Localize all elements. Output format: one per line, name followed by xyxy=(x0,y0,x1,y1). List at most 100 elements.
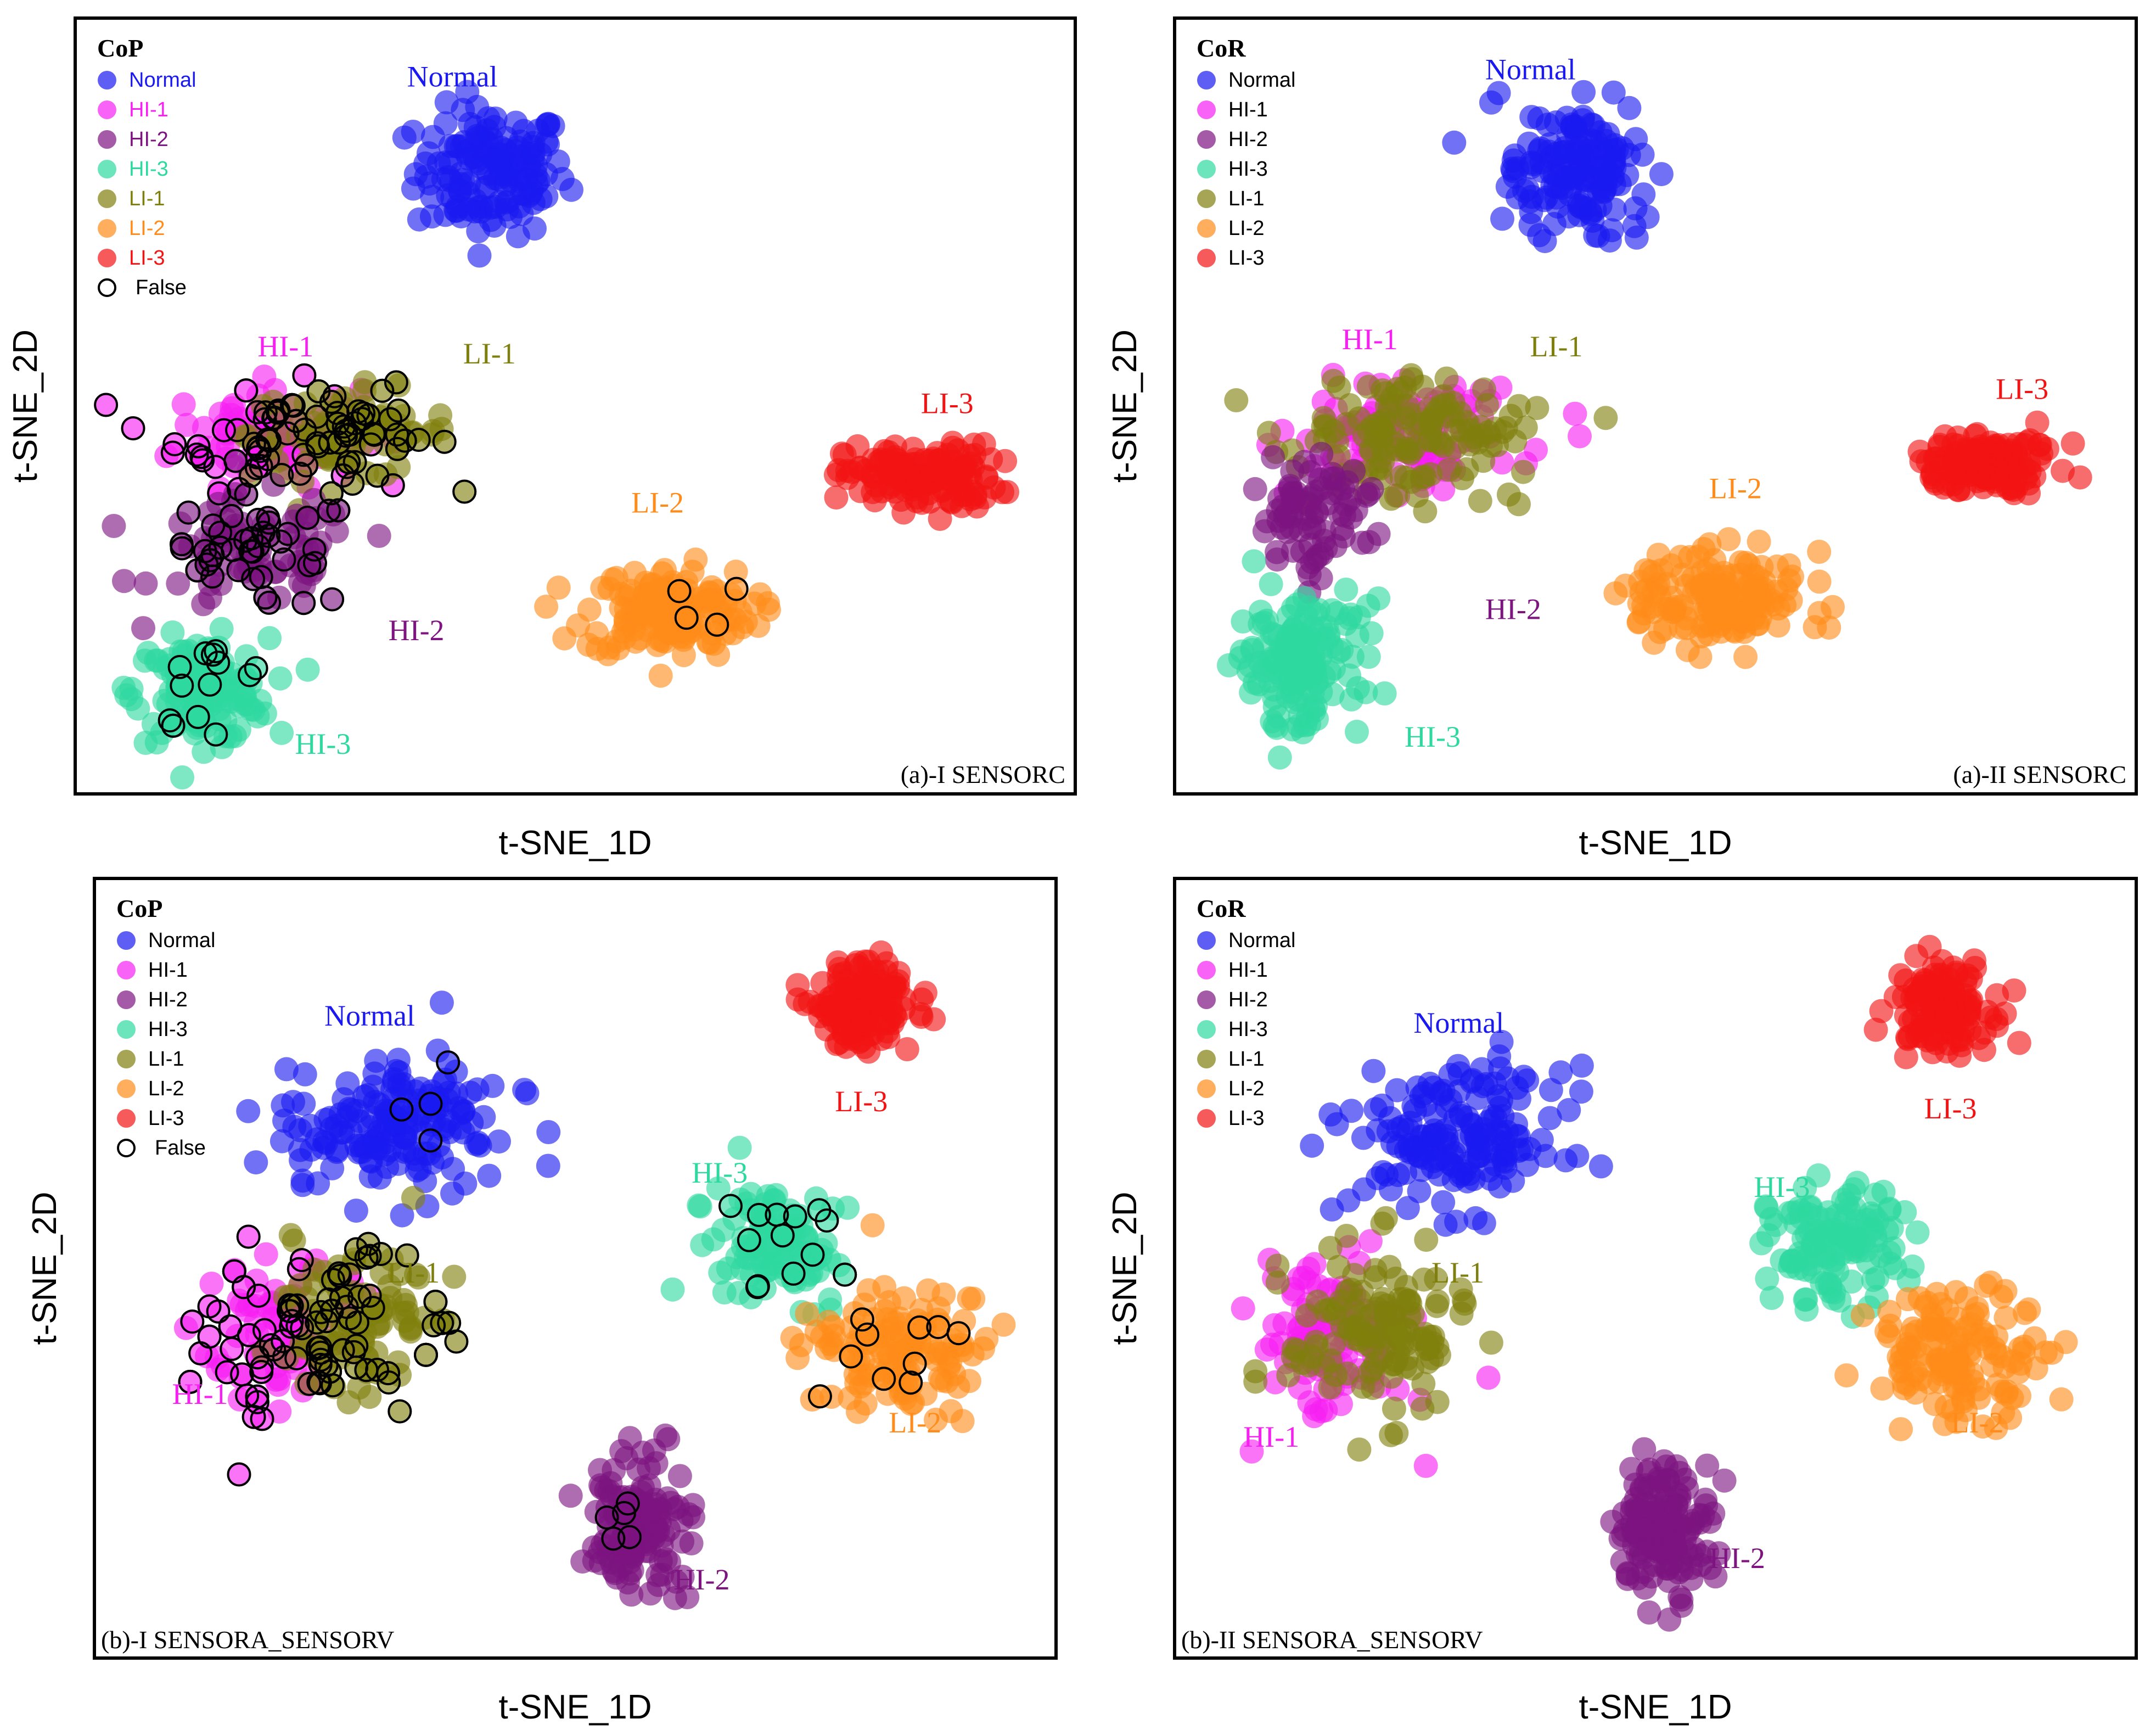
point-li-1 xyxy=(1224,388,1249,412)
false-markers xyxy=(178,1050,971,1551)
point-normal xyxy=(274,1057,299,1082)
cluster-label-hi-1: HI-1 xyxy=(1342,323,1398,356)
point-normal xyxy=(1547,153,1572,177)
false-marker xyxy=(926,1315,951,1340)
point-li-2 xyxy=(1964,1296,1989,1320)
legend-entry-normal: Normal xyxy=(1197,69,1295,92)
point-li-3 xyxy=(848,479,873,503)
point-hi-3 xyxy=(158,679,183,704)
point-normal xyxy=(1649,162,1674,187)
point-normal xyxy=(1554,105,1579,130)
false-marker xyxy=(288,461,312,486)
point-li-2 xyxy=(1707,614,1732,639)
point-li-2 xyxy=(1697,532,1722,557)
legend-entry-hi-2: HI-2 xyxy=(98,128,169,151)
point-hi-2 xyxy=(603,1561,627,1586)
point-hi-3 xyxy=(727,1135,752,1160)
point-hi-3 xyxy=(248,688,272,713)
point-li-3 xyxy=(990,480,1014,505)
point-li-2 xyxy=(1734,551,1759,575)
point-hi-3 xyxy=(690,1233,715,1257)
point-hi-3 xyxy=(1856,1250,1880,1275)
point-normal xyxy=(1366,1118,1390,1143)
point-li-3 xyxy=(957,444,981,468)
false-marker xyxy=(594,1505,619,1530)
false-marker xyxy=(418,1128,443,1153)
false-marker xyxy=(161,713,186,738)
point-li-1 xyxy=(1330,1314,1355,1339)
point-normal xyxy=(395,1138,420,1163)
legend-marker xyxy=(117,1079,136,1098)
point-normal xyxy=(1361,1059,1386,1083)
point-li-1 xyxy=(1396,426,1421,451)
false-marker xyxy=(344,1237,368,1262)
false-marker xyxy=(284,1346,309,1370)
point-hi-3 xyxy=(1755,1266,1779,1291)
false-marker xyxy=(285,1313,310,1338)
point-normal xyxy=(1617,96,1642,120)
point-hi-1 xyxy=(1476,1365,1501,1390)
point-normal xyxy=(1623,196,1648,221)
legend-label: LI-2 xyxy=(1228,1077,1264,1100)
panel-a-II: Normal HI-1 LI-1 LI-3 LI-2 HI-2 HI-3 CoR Normal H… xyxy=(1106,16,2138,862)
false-marker xyxy=(902,1351,927,1376)
point-li-3 xyxy=(2068,465,2092,490)
cluster-label-li-1: LI-1 xyxy=(1530,330,1583,363)
false-marker xyxy=(238,663,262,687)
false-marker xyxy=(225,418,250,443)
cluster-label-li-3: LI-3 xyxy=(1924,1092,1977,1125)
false-marker xyxy=(204,722,228,747)
point-li-3 xyxy=(1923,446,1947,471)
point-li-1 xyxy=(452,479,477,504)
point-hi-2 xyxy=(1664,1481,1689,1506)
point-li-2 xyxy=(620,598,645,623)
legend-entry-hi-3: HI-3 xyxy=(117,1018,188,1041)
legend-entry-li-1: LI-1 xyxy=(98,187,165,210)
point-normal xyxy=(1452,1159,1477,1184)
false-marker xyxy=(215,1360,239,1385)
point-hi-3 xyxy=(716,1256,740,1281)
point-hi-3 xyxy=(198,672,222,697)
point-li-3 xyxy=(1897,1024,1922,1049)
point-li-2 xyxy=(950,1409,975,1434)
point-li-2 xyxy=(1912,1353,1937,1378)
point-li-3 xyxy=(852,1035,877,1059)
point-li-2 xyxy=(1675,638,1700,662)
point-hi-2 xyxy=(620,1544,645,1569)
point-hi-3 xyxy=(1372,681,1397,706)
point-normal xyxy=(1486,81,1511,105)
point-hi-1 xyxy=(178,1369,203,1394)
point-li-3 xyxy=(861,447,886,472)
point-li-3 xyxy=(835,970,860,994)
point-li-3 xyxy=(1894,1045,1918,1070)
point-li-3 xyxy=(1985,1014,2009,1038)
point-hi-2 xyxy=(667,1464,692,1488)
point-normal xyxy=(1592,167,1617,192)
point-hi-3 xyxy=(192,740,216,764)
cluster-label-li-3: LI-3 xyxy=(921,387,974,419)
point-hi-3 xyxy=(1779,1250,1804,1274)
false-marker xyxy=(347,1284,372,1309)
point-normal xyxy=(536,1120,561,1144)
point-hi-2 xyxy=(558,1483,583,1508)
point-normal xyxy=(1588,1154,1613,1179)
legend-marker xyxy=(1197,1050,1216,1068)
legend-entry-hi-1: HI-1 xyxy=(1197,98,1268,121)
point-li-2 xyxy=(853,1391,878,1416)
point-normal xyxy=(313,1107,338,1132)
false-marker xyxy=(272,547,296,572)
point-li-2 xyxy=(991,1312,1016,1337)
point-hi-2 xyxy=(1312,528,1336,553)
point-normal xyxy=(244,1150,268,1175)
point-li-1 xyxy=(1425,1390,1450,1414)
false-marker xyxy=(235,1383,260,1408)
false-marker xyxy=(357,1244,382,1268)
false-marker xyxy=(330,1338,355,1363)
point-hi-3 xyxy=(1262,686,1287,710)
legend-label: HI-1 xyxy=(148,959,188,982)
point-li-1 xyxy=(1468,489,1492,513)
false-marker xyxy=(306,1336,330,1361)
point-hi-2 xyxy=(1300,550,1324,574)
point-normal xyxy=(536,112,560,137)
false-markers xyxy=(94,363,749,747)
